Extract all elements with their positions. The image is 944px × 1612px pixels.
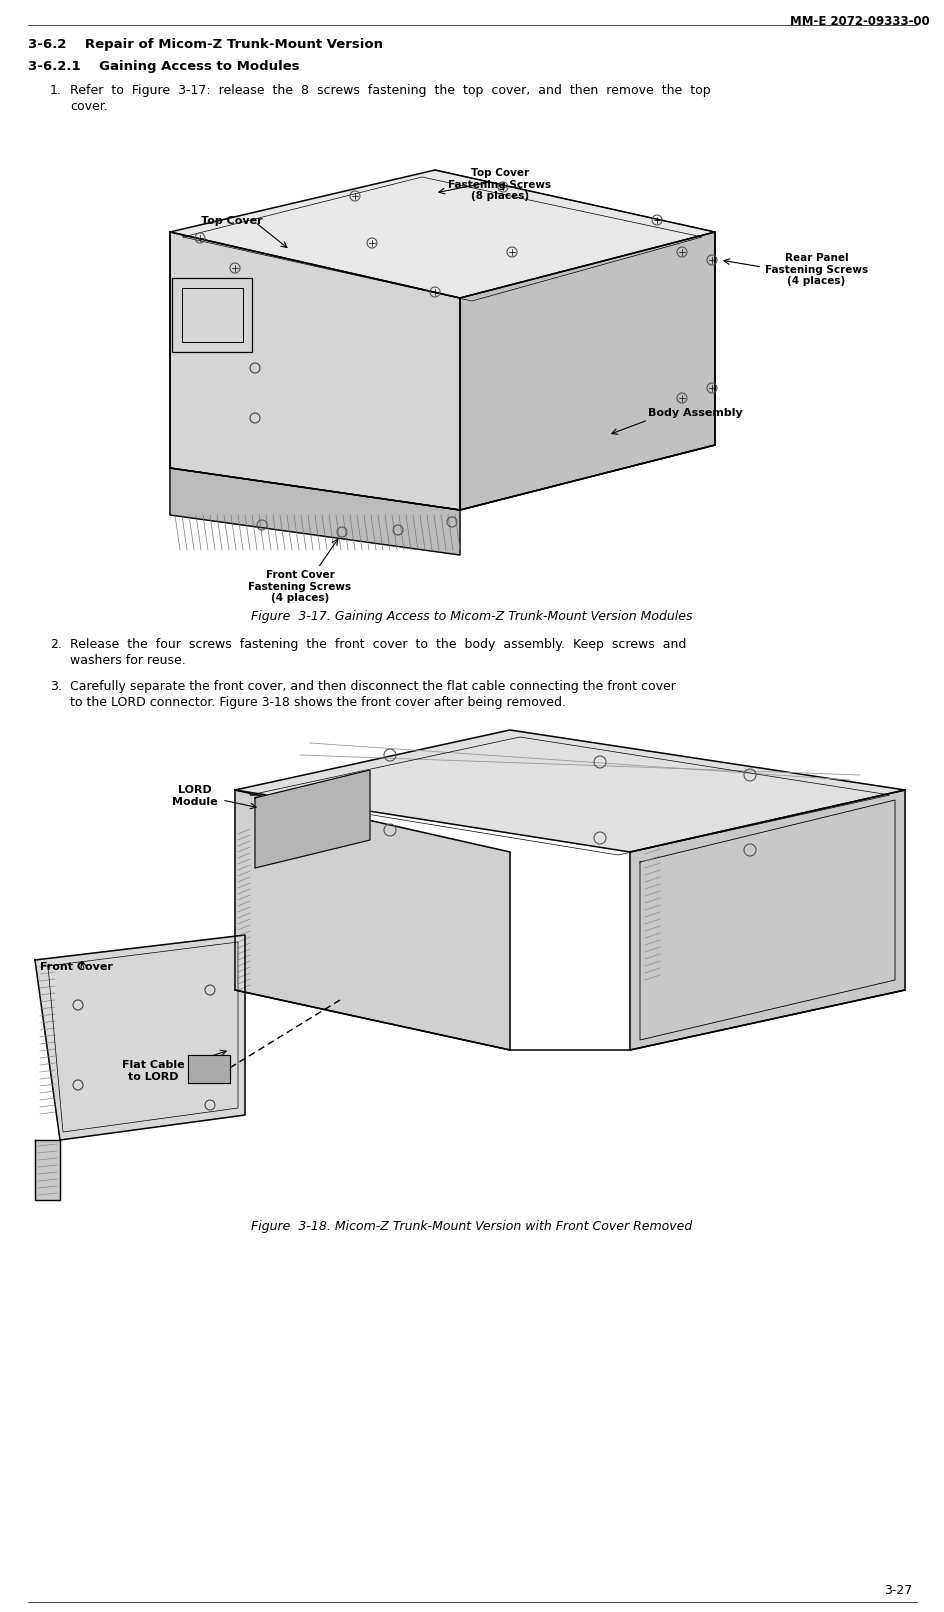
- Polygon shape: [35, 1140, 59, 1199]
- Polygon shape: [188, 1054, 229, 1083]
- Text: Carefully separate the front cover, and then disconnect the flat cable connectin: Carefully separate the front cover, and …: [70, 680, 675, 693]
- Text: Rear Panel
Fastening Screws
(4 places): Rear Panel Fastening Screws (4 places): [765, 253, 868, 287]
- Polygon shape: [235, 730, 904, 853]
- Polygon shape: [170, 232, 460, 509]
- Polygon shape: [35, 935, 244, 1140]
- Text: Release  the  four  screws  fastening  the  front  cover  to  the  body  assembl: Release the four screws fastening the fr…: [70, 638, 685, 651]
- Polygon shape: [235, 790, 510, 1049]
- Polygon shape: [630, 790, 904, 1049]
- Polygon shape: [170, 467, 460, 555]
- Text: Body Assembly: Body Assembly: [648, 408, 742, 418]
- Text: Front Cover
Fastening Screws
(4 places): Front Cover Fastening Screws (4 places): [248, 571, 351, 603]
- Text: Top Cover: Top Cover: [201, 216, 262, 226]
- Text: 3-6.2.1    Gaining Access to Modules: 3-6.2.1 Gaining Access to Modules: [28, 60, 299, 73]
- Text: 3.: 3.: [50, 680, 61, 693]
- Text: Front Cover: Front Cover: [40, 962, 112, 972]
- Text: Flat Cable
to LORD: Flat Cable to LORD: [122, 1061, 185, 1082]
- Polygon shape: [255, 771, 370, 867]
- Polygon shape: [170, 169, 715, 298]
- Text: LORD
Module: LORD Module: [172, 785, 218, 806]
- Text: 1.: 1.: [50, 84, 61, 97]
- Text: cover.: cover.: [70, 100, 108, 113]
- Text: Figure  3-18. Micom-Z Trunk-Mount Version with Front Cover Removed: Figure 3-18. Micom-Z Trunk-Mount Version…: [251, 1220, 692, 1233]
- Text: MM-E 2072-09333-00: MM-E 2072-09333-00: [789, 15, 929, 27]
- Text: Refer  to  Figure  3-17:  release  the  8  screws  fastening  the  top  cover,  : Refer to Figure 3-17: release the 8 scre…: [70, 84, 710, 97]
- Text: 2.: 2.: [50, 638, 61, 651]
- Text: washers for reuse.: washers for reuse.: [70, 654, 186, 667]
- Polygon shape: [460, 232, 715, 509]
- Text: to the LORD connector. Figure 3-18 shows the front cover after being removed.: to the LORD connector. Figure 3-18 shows…: [70, 696, 565, 709]
- Text: Figure  3-17. Gaining Access to Micom-Z Trunk-Mount Version Modules: Figure 3-17. Gaining Access to Micom-Z T…: [251, 609, 692, 622]
- Text: Top Cover
Fastening Screws
(8 places): Top Cover Fastening Screws (8 places): [448, 168, 551, 202]
- Text: 3-27: 3-27: [883, 1585, 911, 1597]
- Text: 3-6.2    Repair of Micom-Z Trunk-Mount Version: 3-6.2 Repair of Micom-Z Trunk-Mount Vers…: [28, 39, 382, 52]
